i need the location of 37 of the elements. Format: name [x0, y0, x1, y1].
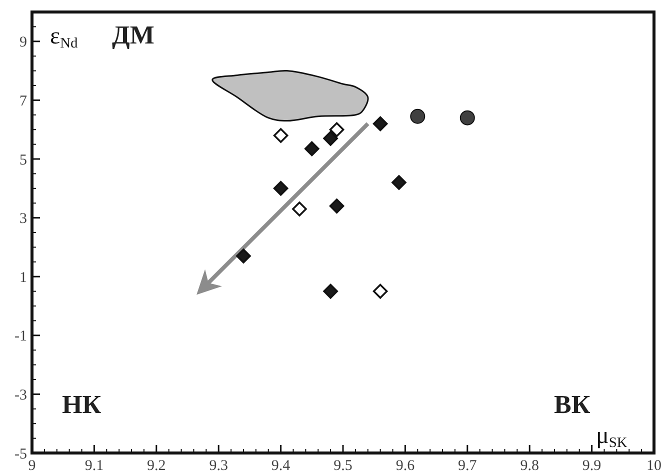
x-tick-label: 9.2 — [147, 458, 166, 474]
y-tick-label: -5 — [14, 446, 27, 462]
x-tick-label: 9.4 — [271, 458, 291, 474]
y-tick-label: 9 — [20, 34, 27, 51]
annotation: ВК — [554, 390, 590, 419]
point — [329, 122, 344, 137]
x-axis-title: μ$_{SK}$ — [596, 423, 628, 452]
x-tick-label: 9.7 — [458, 458, 478, 474]
point — [236, 248, 251, 264]
x-tick-label: 9.8 — [520, 458, 539, 474]
point — [329, 198, 344, 214]
y-tick-label: 7 — [20, 93, 28, 110]
point — [460, 110, 475, 126]
point — [292, 202, 307, 216]
x-tick-label: 9.6 — [396, 458, 416, 474]
x-tick-label: 9.1 — [84, 458, 104, 474]
annotation: НК — [62, 390, 102, 419]
point — [273, 128, 288, 143]
x-tick-label: 9.3 — [209, 458, 228, 474]
y-tick-label: 1 — [20, 270, 27, 286]
point — [392, 175, 406, 190]
y-axis-title: ε$_{Nd}$ — [50, 23, 78, 52]
point — [323, 131, 338, 146]
point — [273, 181, 288, 196]
x-tick-label: 9.5 — [334, 458, 352, 474]
y-tick-label: 5 — [20, 152, 27, 168]
y-tick-label: 3 — [20, 211, 27, 228]
y-tick-label: -3 — [14, 387, 27, 404]
annotation: ДМ — [112, 20, 154, 50]
y-tick-label: -1 — [14, 328, 27, 345]
point — [410, 108, 426, 124]
point — [304, 141, 320, 156]
x-tick-label: 9.9 — [582, 458, 602, 474]
point — [323, 284, 338, 299]
point — [372, 284, 388, 299]
point — [372, 116, 388, 132]
x-tick-label: 10 — [646, 458, 662, 474]
